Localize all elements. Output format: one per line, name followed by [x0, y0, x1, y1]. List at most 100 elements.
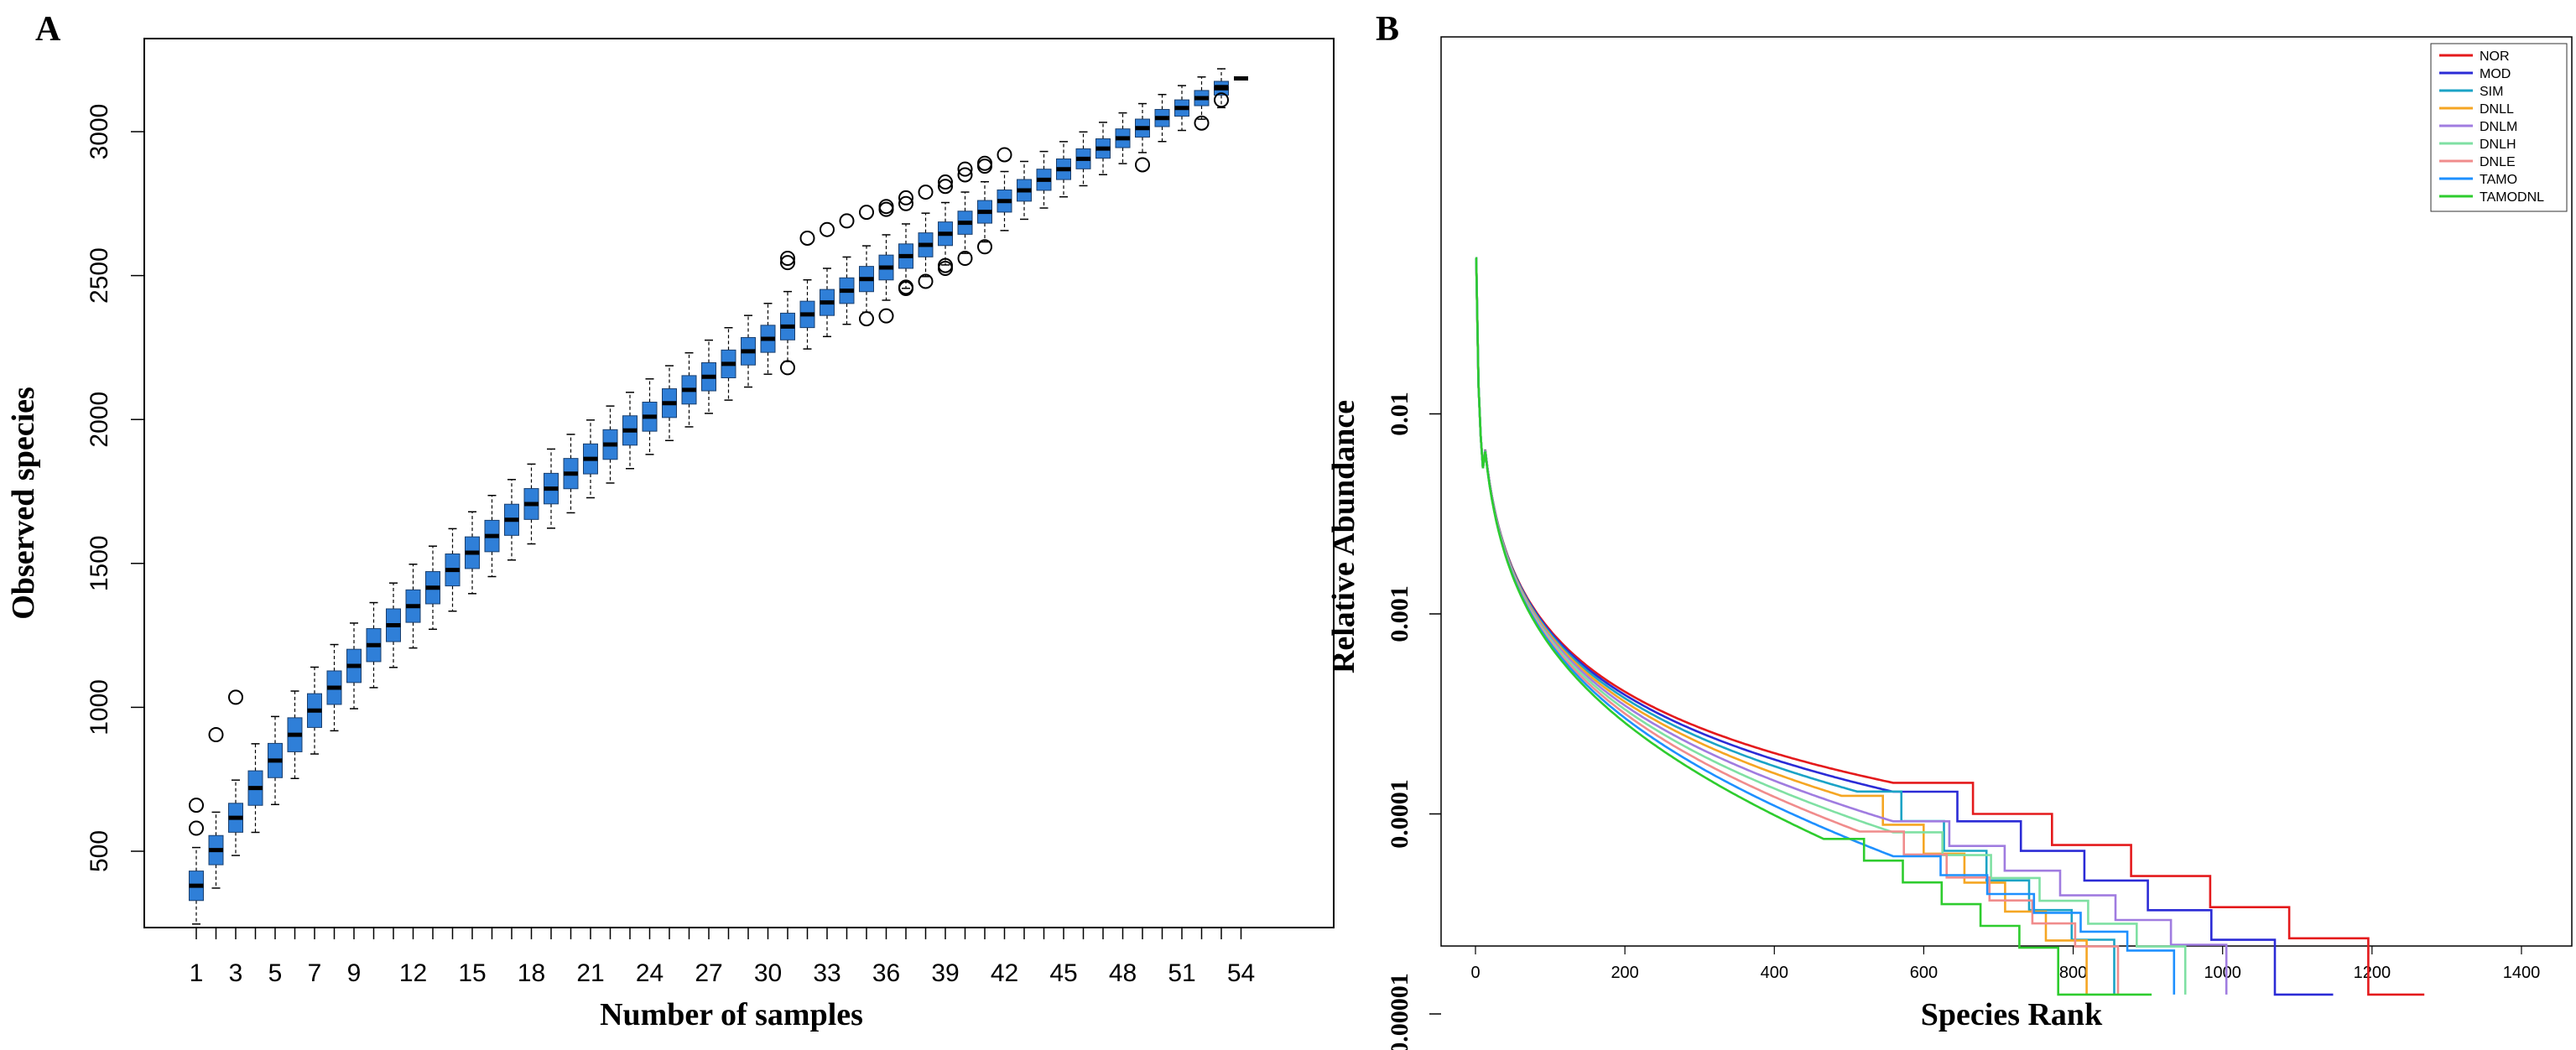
x-tick-label-a: 33: [813, 959, 840, 987]
x-tick-label-b: 600: [1910, 964, 1938, 982]
outlier: [820, 221, 835, 237]
y-axis-b: 0.00001 0.0001 0.001 0.01: [1386, 392, 1441, 1050]
outlier: [898, 281, 913, 297]
lines-b: [1475, 257, 2425, 996]
legend-label: SIM: [2480, 85, 2503, 99]
box-16: [484, 494, 500, 578]
legend-label: NOR: [2480, 49, 2510, 64]
box-35: [859, 245, 874, 314]
box-19: [544, 448, 559, 529]
box-41: [977, 180, 992, 243]
outlier: [977, 155, 992, 171]
box-3: [228, 779, 243, 856]
outlier: [977, 159, 992, 174]
box-4: [247, 743, 263, 834]
outlier: [228, 689, 243, 705]
x-tick-label-a: 51: [1168, 959, 1195, 987]
y-tick-label-a: 2500: [86, 247, 113, 304]
outlier: [938, 174, 953, 190]
box-49: [1135, 102, 1150, 153]
box-46: [1075, 131, 1091, 187]
outlier: [957, 161, 973, 177]
y-tick-label-a: 1500: [86, 535, 113, 591]
x-tick-label-a: 12: [399, 959, 427, 987]
box-24: [642, 378, 658, 455]
box-30: [760, 303, 776, 375]
outlier: [957, 251, 973, 267]
series-line-dnle: [1475, 257, 2120, 995]
x-tick-label-a: 18: [518, 959, 545, 987]
legend: NOR MOD SIM DNLL DNLM DNLH DNLE TAMO TAMODNL: [2430, 43, 2568, 212]
legend-label: DNLH: [2480, 138, 2516, 152]
series-line-nor: [1475, 257, 2425, 996]
box-40: [957, 191, 973, 254]
box-48: [1115, 112, 1131, 164]
box-20: [563, 434, 579, 514]
x-tick-label-a: 36: [872, 959, 900, 987]
y-tick-label-b: 0.0001: [1386, 779, 1413, 849]
plot-frame-b: [1440, 36, 2573, 947]
box-37: [898, 223, 913, 289]
box-42: [997, 170, 1012, 231]
box-25: [662, 365, 677, 442]
x-tick-label-a: 7: [308, 959, 322, 987]
box-43: [1017, 160, 1032, 221]
x-axis-b: 0 200 400 600 800 1000 1200 1400: [1470, 946, 2540, 982]
box-51: [1174, 85, 1189, 132]
box-29: [741, 314, 756, 388]
legend-label: MOD: [2480, 67, 2511, 81]
x-tick-label-a: 5: [268, 959, 283, 987]
x-tick-label-a: 54: [1227, 959, 1255, 987]
outlier: [1194, 115, 1210, 131]
box-22: [602, 405, 618, 484]
legend-label: TAMODNL: [2480, 190, 2544, 205]
x-tick-label-b: 1400: [2503, 964, 2541, 982]
box-23: [622, 392, 637, 470]
box-13: [425, 545, 440, 631]
series-line-mod: [1475, 257, 2334, 996]
box-12: [405, 564, 421, 649]
x-tick-label-b: 1200: [2354, 964, 2391, 982]
x-tick-label-b: 0: [1470, 964, 1480, 982]
series-line-tamodnl: [1475, 257, 2152, 996]
panel-label-b: B: [1376, 10, 1399, 49]
y-axis-title-a: Observed species: [6, 387, 41, 620]
x-axis-title-b: Species Rank: [1921, 997, 2103, 1032]
outlier: [780, 360, 795, 376]
outlier: [918, 273, 934, 289]
box-44: [1036, 150, 1052, 209]
box-6: [287, 690, 303, 780]
box-28: [721, 326, 736, 401]
legend-label: DNLL: [2480, 102, 2514, 117]
panel-label-a: A: [35, 10, 61, 49]
x-tick-label-a: 9: [347, 959, 362, 987]
box-26: [681, 351, 697, 428]
outlier: [878, 199, 894, 215]
series-line-dnll: [1475, 257, 2088, 995]
outlier: [977, 239, 992, 255]
outlier: [898, 190, 913, 205]
panel-b: B 0.00001 0.0001 0.001 0.01 0 200 400 600 800 10…: [1326, 10, 2573, 1050]
outlier: [189, 820, 204, 836]
x-tick-label-b: 1000: [2204, 964, 2241, 982]
x-tick-label-a: 48: [1109, 959, 1137, 987]
box-34: [839, 256, 855, 325]
x-axis-title-a: Number of samples: [600, 997, 863, 1032]
x-tick-label-a: 30: [754, 959, 782, 987]
x-tick-label-a: 3: [229, 959, 243, 987]
series-line-dnlh: [1475, 257, 2187, 995]
y-tick-label-a: 500: [86, 830, 113, 872]
outlier: [189, 798, 204, 813]
box-7: [307, 666, 322, 755]
box-52: [1194, 76, 1210, 120]
outlier: [839, 213, 855, 229]
panel-a: A 500 1000 1500 2000 2500 3000 1 3 5 7 9 12 15 18 21 2…: [6, 10, 1335, 1032]
legend-label: DNLM: [2480, 120, 2517, 134]
y-tick-label-a: 1000: [86, 679, 113, 736]
series-line-sim: [1475, 257, 2115, 995]
series-line-tamo: [1475, 257, 2176, 995]
y-tick-label-b: 0.001: [1386, 585, 1413, 642]
boxes-a: [189, 68, 1248, 925]
y-tick-label-a: 2000: [86, 392, 113, 448]
box-11: [386, 582, 401, 668]
